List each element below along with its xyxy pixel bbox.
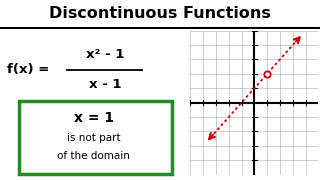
Text: is not part: is not part <box>67 133 120 143</box>
FancyBboxPatch shape <box>19 101 172 174</box>
Text: f(x) =: f(x) = <box>7 63 50 76</box>
Text: x² - 1: x² - 1 <box>86 48 124 61</box>
Text: Discontinuous Functions: Discontinuous Functions <box>49 6 271 21</box>
Text: x = 1: x = 1 <box>74 111 114 125</box>
Text: of the domain: of the domain <box>57 151 130 161</box>
Text: x - 1: x - 1 <box>89 78 121 91</box>
